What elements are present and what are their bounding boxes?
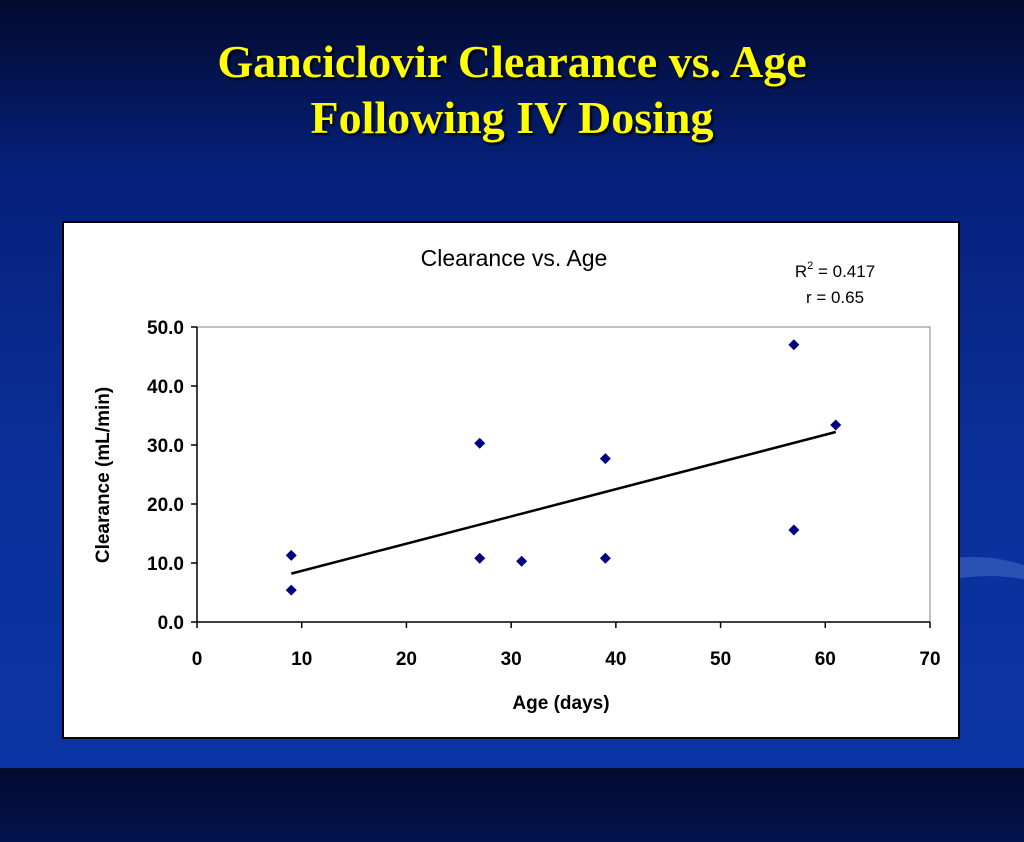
x-tick-label: 40 (605, 649, 626, 670)
r-value-annotation: r = 0.65 (806, 288, 864, 307)
r-squared-symbol: R (795, 262, 807, 281)
y-tick-label: 30.0 (147, 436, 184, 457)
x-tick-label: 70 (919, 649, 940, 670)
x-tick-label: 10 (291, 649, 312, 670)
data-point (599, 552, 611, 564)
y-tick-label: 0.0 (158, 613, 184, 634)
chart-title: Clearance vs. Age (421, 245, 608, 271)
y-tick-label: 40.0 (147, 377, 184, 398)
scatter-chart: Clearance vs. Age R2 = 0.417 r = 0.65 0.… (93, 245, 941, 714)
slide-title-line2: Following IV Dosing (310, 92, 714, 143)
y-tick-label: 20.0 (147, 495, 184, 516)
data-point (474, 552, 486, 564)
data-point (474, 437, 486, 449)
y-tick-label: 10.0 (147, 554, 184, 575)
data-point (285, 549, 297, 561)
x-axis-label: Age (days) (512, 693, 609, 714)
chart-container: Clearance vs. Age R2 = 0.417 r = 0.65 0.… (62, 221, 960, 739)
y-axis-label: Clearance (mL/min) (93, 387, 114, 563)
data-point (788, 524, 800, 536)
data-point (285, 584, 297, 596)
r-squared-value: = 0.417 (813, 262, 875, 281)
x-tick-label: 30 (501, 649, 522, 670)
data-point (516, 555, 528, 567)
r-squared-superscript: 2 (807, 260, 813, 272)
trendline (290, 430, 837, 575)
r-squared-annotation: R2 = 0.417 (795, 260, 875, 281)
slide-title: Ganciclovir Clearance vs. Age Following … (0, 34, 1024, 146)
data-point (830, 419, 842, 431)
data-point (599, 453, 611, 465)
x-tick-label: 60 (815, 649, 836, 670)
x-tick-label: 50 (710, 649, 731, 670)
x-tick-label: 20 (396, 649, 417, 670)
x-tick-label: 0 (192, 649, 203, 670)
y-tick-label: 50.0 (147, 318, 184, 339)
slide-title-line1: Ganciclovir Clearance vs. Age (217, 36, 807, 87)
data-point (788, 339, 800, 351)
plot-area (196, 326, 931, 623)
